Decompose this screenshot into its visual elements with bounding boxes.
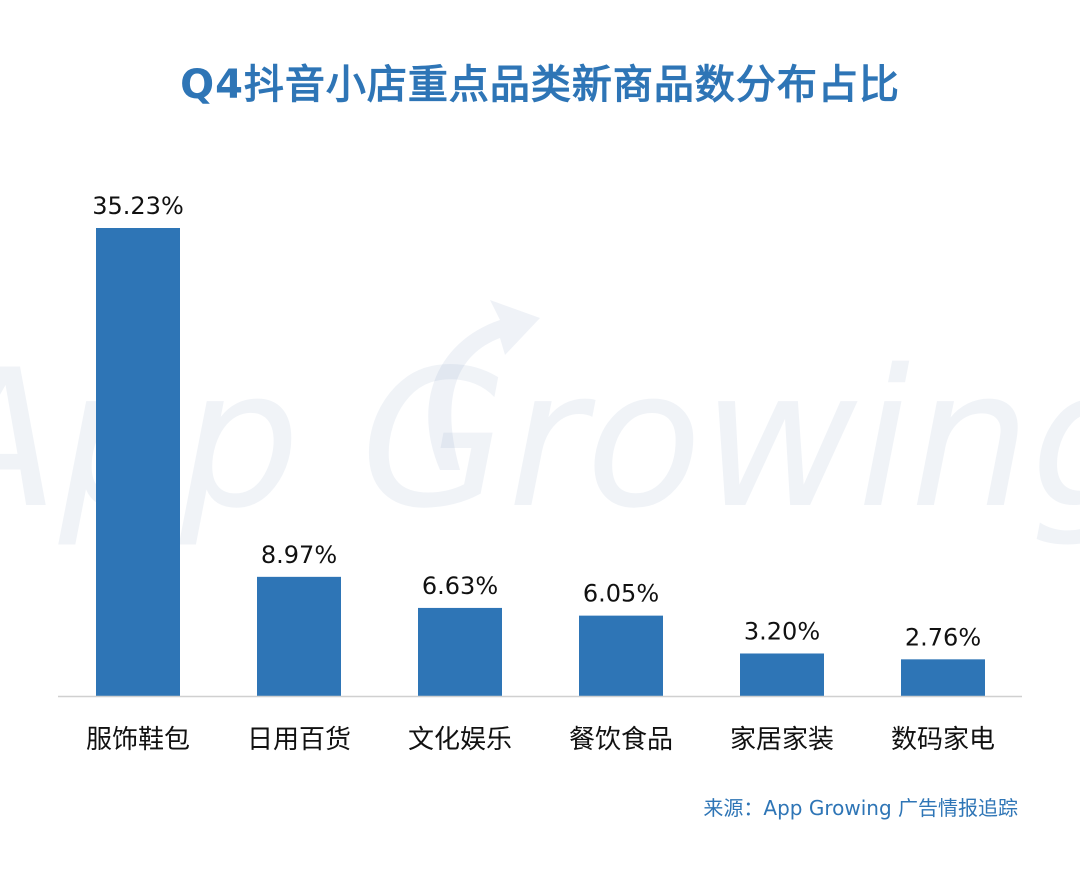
value-label-1: 35.23% <box>92 192 184 220</box>
category-label-4: 餐饮食品 <box>569 725 673 755</box>
source-note: 来源：App Growing 广告情报追踪 <box>703 796 1018 820</box>
bar-6 <box>901 659 985 696</box>
value-label-3: 6.63% <box>422 572 498 600</box>
value-label-4: 6.05% <box>583 580 659 608</box>
category-label-3: 文化娱乐 <box>408 725 512 755</box>
bar-3 <box>418 607 502 696</box>
value-label-6: 2.76% <box>905 623 981 651</box>
bar-2 <box>257 576 341 696</box>
value-label-5: 3.20% <box>744 617 820 645</box>
category-label-2: 日用百货 <box>247 725 351 755</box>
chart-title: Q4抖音小店重点品类新商品数分布占比 <box>180 62 900 108</box>
category-label-5: 家居家装 <box>730 725 834 755</box>
category-label-6: 数码家电 <box>891 725 995 755</box>
bar-4 <box>579 615 663 696</box>
bar-5 <box>740 653 824 696</box>
bar-1 <box>96 228 180 696</box>
value-label-2: 8.97% <box>261 541 337 569</box>
category-label-1: 服饰鞋包 <box>86 725 190 755</box>
